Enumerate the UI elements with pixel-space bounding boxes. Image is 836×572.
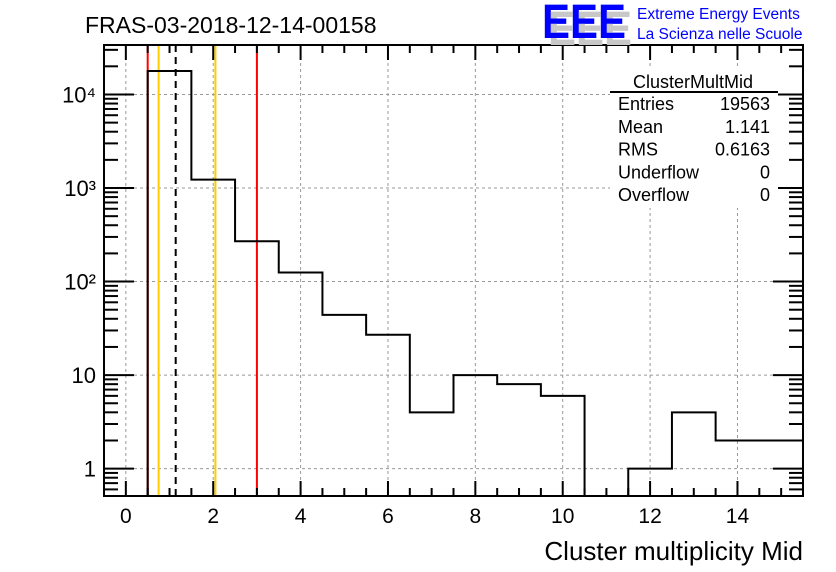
stats-value: 0.6163 bbox=[715, 140, 770, 160]
x-tick-label: 8 bbox=[470, 505, 482, 528]
x-tick-label: 2 bbox=[207, 505, 219, 528]
logo-line-1: Extreme Energy Events bbox=[637, 6, 800, 23]
stats-label: Entries bbox=[618, 94, 674, 114]
logo-line-2: La Scienza nelle Scuole bbox=[637, 26, 802, 43]
y-tick-label: 1 bbox=[84, 457, 96, 482]
y-tick-label: 10² bbox=[64, 270, 96, 295]
stats-value: 0 bbox=[760, 162, 770, 182]
chart-title: FRAS-03-2018-12-14-00158 bbox=[85, 12, 377, 38]
x-tick-label: 0 bbox=[120, 505, 132, 528]
logo-mark: EEE bbox=[542, 0, 626, 49]
stats-value: 1.141 bbox=[725, 117, 770, 137]
stats-label: Overflow bbox=[618, 185, 690, 205]
stats-label: RMS bbox=[618, 140, 658, 160]
y-tick-label: 10³ bbox=[64, 176, 96, 201]
x-tick-label: 12 bbox=[638, 505, 661, 528]
eee-logo: EEE Extreme Energy Events La Scienza nel… bbox=[542, 0, 802, 49]
x-tick-labels: 0 2 4 6 8 10 12 14 bbox=[120, 505, 749, 528]
y-tick-label: 10⁴ bbox=[62, 82, 96, 107]
x-tick-label: 4 bbox=[295, 505, 307, 528]
x-tick-label: 6 bbox=[382, 505, 394, 528]
y-tick-labels: 1 10 10² 10³ 10⁴ bbox=[62, 82, 96, 481]
stats-label: Mean bbox=[618, 117, 663, 137]
x-axis-label: Cluster multiplicity Mid bbox=[544, 536, 803, 566]
stats-value: 0 bbox=[760, 185, 770, 205]
stats-box: ClusterMultMid Entries 19563 Mean 1.141 RMS 0… bbox=[610, 68, 778, 208]
marker-lines bbox=[146, 45, 258, 496]
histogram-line bbox=[146, 70, 803, 497]
stats-value: 19563 bbox=[720, 94, 770, 114]
x-tick-label: 10 bbox=[551, 505, 574, 528]
stats-label: Underflow bbox=[618, 162, 700, 182]
x-tick-label: 14 bbox=[726, 505, 750, 528]
stats-title: ClusterMultMid bbox=[633, 72, 753, 92]
y-tick-label: 10 bbox=[72, 363, 96, 388]
